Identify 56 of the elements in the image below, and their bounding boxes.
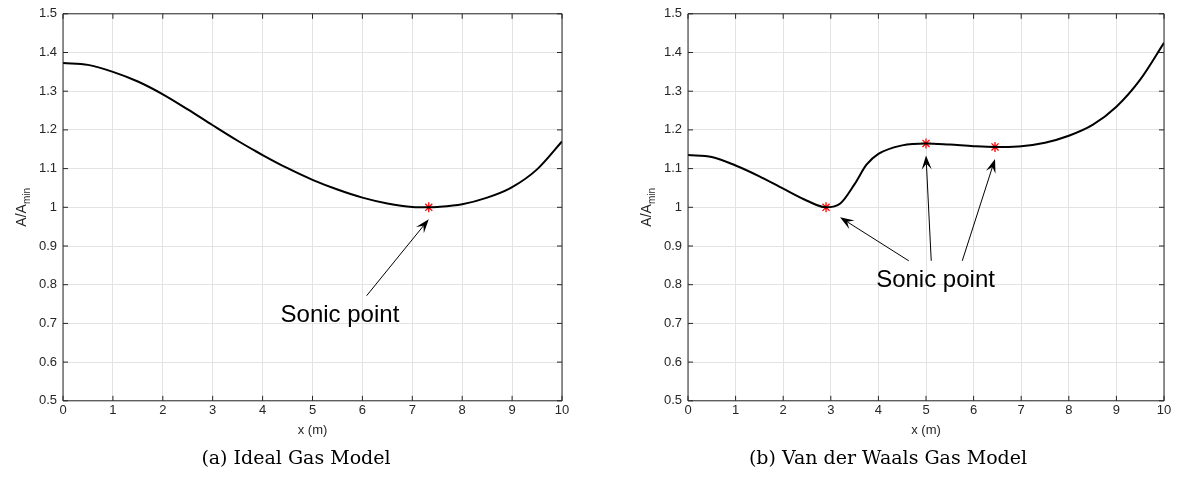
x-tick-label: 5 bbox=[922, 402, 930, 418]
x-tick-label: 7 bbox=[1017, 402, 1025, 418]
x-tick-label: 4 bbox=[874, 402, 883, 418]
point bbox=[820, 201, 832, 213]
y-tick-label: 0.9 bbox=[38, 237, 57, 253]
y-tick-label: 0.8 bbox=[38, 276, 57, 292]
text: (a) Ideal Gas Model bbox=[200, 446, 392, 468]
x-tick-label: 7 bbox=[408, 402, 416, 418]
x-tick-label: 0 bbox=[59, 402, 67, 418]
x-tick-label: 10 bbox=[554, 402, 570, 418]
annotation: Sonic point bbox=[876, 265, 996, 293]
y-tick-label: 0.5 bbox=[663, 392, 682, 408]
x-tick-label: 8 bbox=[458, 402, 466, 418]
y-tick-label: 0.7 bbox=[663, 314, 682, 330]
x-axis-title: x (m) bbox=[911, 421, 941, 437]
x-tick-label: 0 bbox=[684, 402, 692, 418]
x-tick-label: 3 bbox=[209, 402, 217, 418]
x-axis-title: x (m) bbox=[297, 421, 328, 437]
text: (b) Van der Waals Gas Model bbox=[747, 446, 1029, 468]
annotation: Sonic point bbox=[280, 300, 400, 328]
x-tick-label: 8 bbox=[1065, 402, 1073, 418]
y-tick-label: 1.2 bbox=[663, 121, 682, 137]
y-tick-label: 0.8 bbox=[663, 276, 682, 292]
line-series bbox=[63, 61, 562, 209]
line-series bbox=[688, 41, 1164, 209]
y-tick-label: 1 bbox=[49, 198, 57, 214]
x-tick-label: 6 bbox=[358, 402, 367, 418]
x-tick-label: 1 bbox=[109, 402, 117, 418]
y-axis-title: A/Amin bbox=[13, 187, 32, 227]
x-tick-label: 3 bbox=[827, 402, 835, 418]
x-tick-label: 10 bbox=[1156, 402, 1172, 418]
y-tick-label: 1 bbox=[674, 198, 682, 214]
x-tick-label: 5 bbox=[308, 402, 317, 418]
y-tick-label: 0.9 bbox=[663, 237, 682, 253]
x-tick-label: 1 bbox=[731, 402, 740, 418]
x-tick-label: 9 bbox=[508, 402, 516, 418]
x-tick-label: 6 bbox=[969, 402, 978, 418]
x-tick-label: 4 bbox=[258, 402, 267, 418]
y-tick-label: 0.7 bbox=[38, 314, 57, 330]
y-tick-label: 0.6 bbox=[38, 353, 57, 369]
y-axis-title: A/Amin bbox=[638, 187, 657, 227]
y-tick-label: 1.3 bbox=[663, 82, 682, 98]
y-tick-label: 0.5 bbox=[38, 392, 57, 408]
y-tick-label: 1.5 bbox=[663, 5, 682, 21]
y-tick-label: 1.3 bbox=[38, 82, 57, 98]
y-tick-label: 1.1 bbox=[663, 160, 682, 176]
x-tick-label: 9 bbox=[1112, 402, 1121, 418]
y-tick-label: 1.1 bbox=[38, 160, 57, 176]
y-tick-label: 0.6 bbox=[663, 353, 682, 369]
x-tick-label: 2 bbox=[159, 402, 167, 418]
point bbox=[920, 137, 932, 150]
y-tick-label: 1.4 bbox=[38, 44, 57, 60]
y-tick-label: 1.2 bbox=[38, 121, 57, 137]
x-tick-label: 2 bbox=[779, 402, 787, 418]
y-tick-label: 1.5 bbox=[38, 5, 57, 21]
y-tick-label: 1.4 bbox=[663, 44, 682, 60]
